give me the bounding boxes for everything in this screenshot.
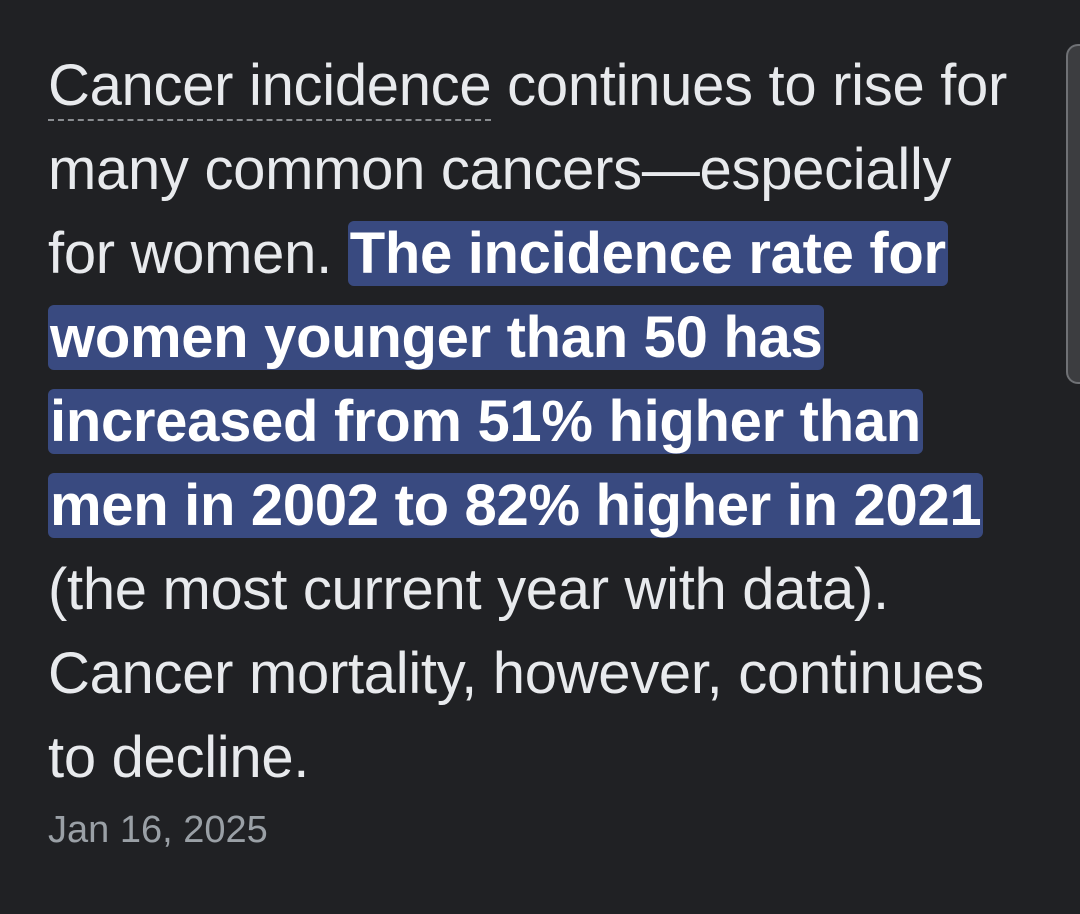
snippet-text-part-2: (the most current year with data). Cance… bbox=[48, 557, 984, 790]
snippet-text-part-1: continues to rise for many common cancer… bbox=[48, 53, 1007, 286]
scrollbar-thumb[interactable] bbox=[1066, 44, 1080, 384]
snippet-date: Jan 16, 2025 bbox=[48, 809, 268, 851]
snippet-text: Cancer incidence continues to rise for m… bbox=[48, 44, 1023, 800]
cancer-incidence-link[interactable]: Cancer incidence bbox=[48, 53, 492, 118]
highlighted-answer: The incidence rate for women younger tha… bbox=[48, 221, 984, 538]
